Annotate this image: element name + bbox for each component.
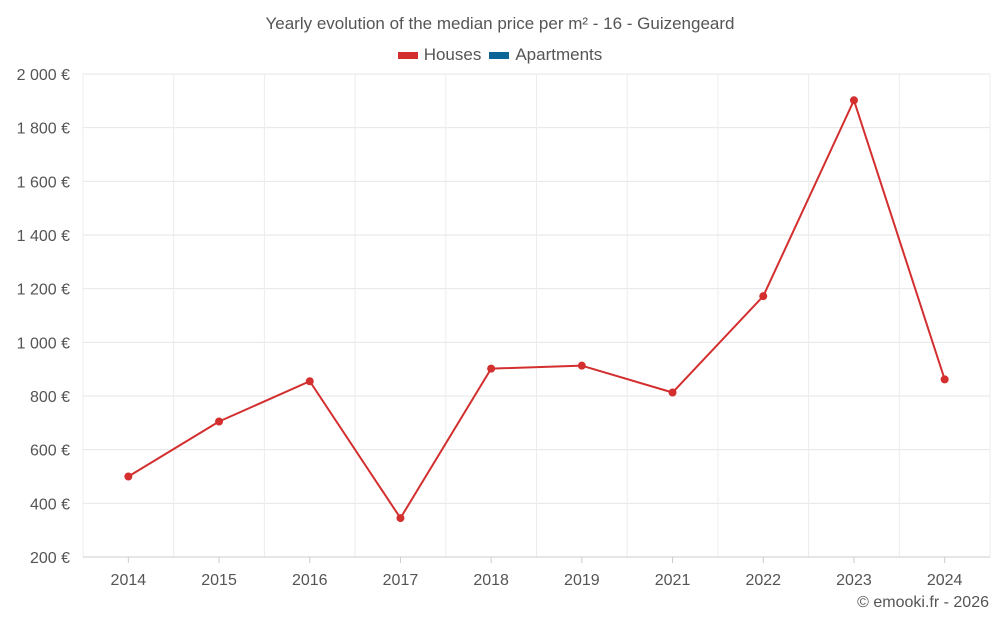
data-points bbox=[124, 96, 949, 523]
legend-item-houses[interactable]: Houses bbox=[397, 45, 482, 65]
x-tick-label: 2023 bbox=[836, 572, 872, 589]
data-point-houses bbox=[124, 472, 133, 481]
y-tick-label: 400 € bbox=[30, 496, 70, 513]
data-point-houses bbox=[487, 364, 496, 373]
credit-text: © emooki.fr - 2026 bbox=[857, 594, 989, 611]
x-tick-label: 2024 bbox=[927, 572, 963, 589]
x-tick-label: 2015 bbox=[201, 572, 237, 589]
series-line-houses bbox=[127, 99, 946, 520]
grid bbox=[82, 73, 991, 557]
x-tick-label: 2018 bbox=[473, 572, 509, 589]
y-tick-label: 1 800 € bbox=[17, 121, 70, 138]
data-point-houses bbox=[305, 377, 314, 386]
axes bbox=[83, 556, 990, 563]
y-tick-label: 800 € bbox=[30, 389, 70, 406]
y-tick-label: 2 000 € bbox=[17, 67, 70, 84]
data-point-houses bbox=[940, 375, 949, 384]
y-tick-label: 1 000 € bbox=[17, 335, 70, 352]
x-tick-label: 2016 bbox=[292, 572, 328, 589]
x-tick-label: 2021 bbox=[655, 572, 691, 589]
x-tick-label: 2022 bbox=[745, 572, 781, 589]
x-tick-label: 2014 bbox=[111, 572, 147, 589]
y-tick-label: 1 600 € bbox=[17, 174, 70, 191]
data-point-houses bbox=[759, 292, 768, 301]
y-tick-label: 1 400 € bbox=[17, 228, 70, 245]
y-tick-labels: 200 € 400 € 600 € 800 € 1 000 € 1 200 € 1 400 … bbox=[17, 67, 70, 567]
data-point-houses bbox=[668, 388, 677, 397]
y-tick-label: 1 200 € bbox=[17, 282, 70, 299]
x-tick-label: 2017 bbox=[383, 572, 419, 589]
data-point-houses bbox=[215, 417, 224, 426]
legend: Houses Apartments bbox=[0, 45, 1000, 65]
data-point-houses bbox=[849, 96, 858, 105]
x-tick-label: 2019 bbox=[564, 572, 600, 589]
series-lines bbox=[127, 99, 946, 520]
legend-label-apartments: Apartments bbox=[515, 45, 603, 64]
y-tick-label: 200 € bbox=[30, 550, 70, 567]
data-point-houses bbox=[396, 514, 405, 523]
x-tick-labels: 2014 2015 2016 2017 2018 2019 2021 2022 2023 2024 bbox=[111, 572, 963, 589]
legend-item-apartments[interactable]: Apartments bbox=[489, 45, 602, 65]
chart-title: Yearly evolution of the median price per… bbox=[265, 14, 735, 33]
legend-label-houses: Houses bbox=[423, 45, 482, 64]
legend-swatch-apartments bbox=[489, 51, 510, 59]
legend-swatch-houses bbox=[397, 51, 418, 59]
data-point-houses bbox=[577, 361, 586, 370]
y-tick-label: 600 € bbox=[30, 443, 70, 460]
